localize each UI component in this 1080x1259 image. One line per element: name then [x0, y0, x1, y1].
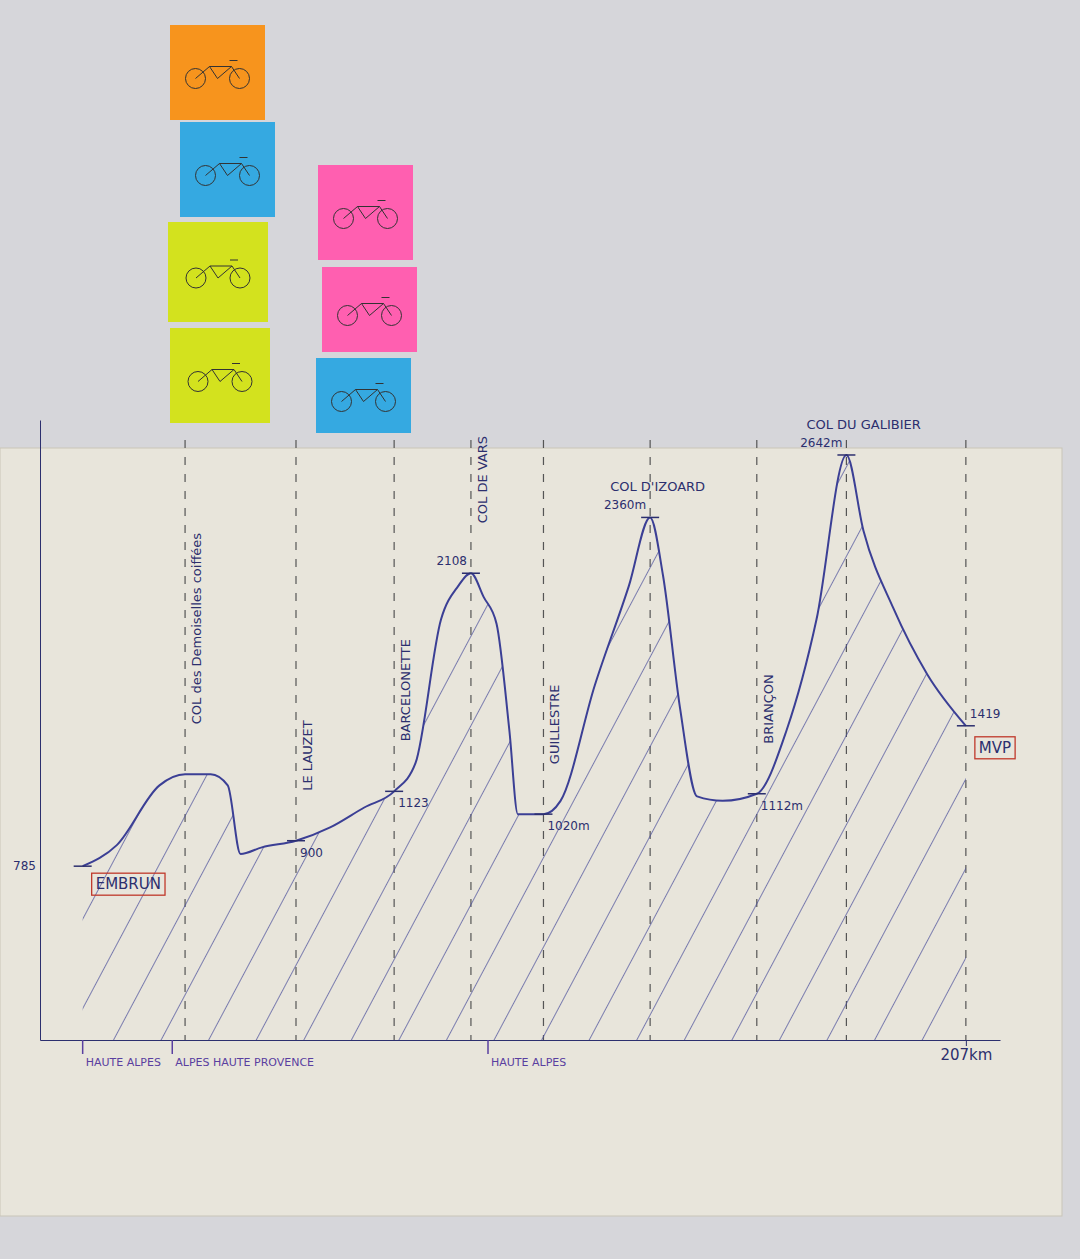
waypoint-name: EMBRUN	[96, 875, 161, 893]
region-tick	[487, 1040, 489, 1054]
waypoint-name: COL des Demoiselles coiffées	[189, 533, 204, 725]
waypoint-marker	[462, 572, 480, 574]
region-label: HAUTE ALPES	[491, 1056, 566, 1069]
waypoint: 1419 MVP	[957, 707, 1015, 759]
elevation-label: 785	[13, 859, 36, 873]
region-tick	[172, 1040, 174, 1054]
sticky-note	[180, 122, 275, 217]
waypoint-name: COL DU GALIBIER	[806, 417, 920, 432]
note-frame	[344, 201, 388, 219]
waypoint-marker	[641, 517, 659, 519]
sticky-note	[322, 267, 417, 352]
elevation-label: 2642m	[800, 436, 842, 450]
region-label: ALPES HAUTE PROVENCE	[175, 1056, 314, 1069]
waypoint: 2108 COL DE VARS	[436, 436, 490, 573]
waypoint: 1112m BRIANÇON	[748, 674, 803, 812]
sticky-note	[170, 328, 270, 423]
sticky-notes	[168, 25, 417, 433]
sticky-note	[170, 25, 265, 120]
waypoint-marker	[385, 791, 403, 793]
wall	[0, 0, 1080, 1259]
waypoint-name: BARCELONETTE	[398, 639, 413, 741]
paper	[0, 448, 1062, 1216]
region-tick	[82, 1040, 84, 1054]
note-frame	[348, 298, 392, 316]
sticky-note	[316, 358, 411, 433]
x-tick: 207km	[940, 1040, 992, 1064]
waypoint-name: GUILLESTRE	[547, 685, 562, 765]
sticky-note	[318, 165, 413, 260]
x-axis-line	[41, 1040, 1001, 1041]
note-frame	[196, 61, 240, 79]
waypoint: 785 EMBRUN	[13, 859, 165, 895]
waypoint-marker	[957, 725, 975, 727]
waypoint-marker	[74, 865, 92, 867]
waypoint: 1123 BARCELONETTE	[385, 639, 429, 810]
waypoint: 2360m COL D'IZOARD	[604, 479, 705, 517]
note-paper	[322, 267, 417, 352]
waypoint: COL des Demoiselles coiffées	[189, 533, 204, 725]
note-frame	[198, 364, 242, 382]
waypoint-marker	[534, 813, 552, 815]
waypoint-name: BRIANÇON	[761, 674, 776, 743]
region-label: HAUTE ALPES	[86, 1056, 161, 1069]
waypoint: 900 LE LAUZET	[287, 720, 323, 859]
note-paper	[170, 25, 265, 120]
elevation-label: 2360m	[604, 498, 646, 512]
elevation-label: 1112m	[761, 799, 803, 813]
note-frame	[196, 260, 240, 278]
waypoint-name: COL D'IZOARD	[610, 479, 705, 494]
waypoints: 785 EMBRUN COL des Demoiselles coiffées 900…	[13, 417, 1015, 895]
elevation-label: 1020m	[547, 819, 589, 833]
waypoint-name: COL DE VARS	[475, 436, 490, 523]
elevation-label: 1123	[398, 796, 429, 810]
waypoint-marker	[748, 793, 766, 795]
elevation-label: 1419	[970, 707, 1001, 721]
waypoint-box	[975, 737, 1015, 759]
waypoint-box	[92, 873, 165, 895]
waypoint-name: MVP	[979, 739, 1011, 757]
x-tick-label: 207km	[940, 1046, 992, 1064]
waypoint-name: LE LAUZET	[300, 720, 315, 790]
note-paper	[168, 222, 268, 322]
waypoint-marker	[837, 454, 855, 456]
y-axis	[40, 421, 41, 1041]
note-frame	[342, 384, 386, 402]
waypoint-marker	[287, 840, 305, 842]
plot-marks	[83, 455, 966, 1040]
sticky-note	[168, 222, 268, 322]
chart-root: 207kmHAUTE ALPESALPES HAUTE PROVENCEHAUT…	[0, 0, 1080, 1259]
elevation-label: 2108	[436, 554, 467, 568]
regions: HAUTE ALPES ALPES HAUTE PROVENCE HAUTE ALP…	[83, 1040, 567, 1069]
elevation-area	[83, 455, 966, 1040]
waypoint: 2642m COL DU GALIBIER	[800, 417, 921, 455]
note-paper	[170, 328, 270, 423]
y-axis-line	[40, 421, 41, 1041]
elevation-label: 900	[300, 846, 323, 860]
waypoint: 1020m GUILLESTRE	[534, 685, 589, 834]
note-paper	[180, 122, 275, 217]
note-paper	[318, 165, 413, 260]
elevation-line	[83, 455, 966, 866]
note-frame	[206, 158, 250, 176]
note-paper	[316, 358, 411, 433]
